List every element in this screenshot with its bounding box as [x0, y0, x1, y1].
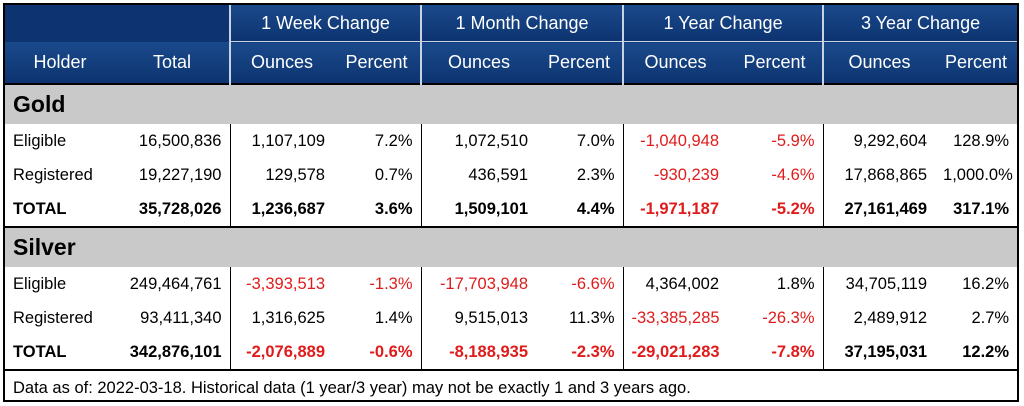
month-percent-cell: 4.4%	[576, 199, 615, 218]
holder-cell: Eligible	[13, 131, 67, 150]
week-percent-cell: 1.4%	[374, 308, 413, 327]
header-group-1-week: 1 Week Change	[228, 5, 422, 42]
table-row: Registered 19,227,190 129,578 0.7% 436,591 2.…	[5, 158, 1017, 192]
total-cell: 16,500,836	[138, 131, 222, 150]
header-blank	[5, 5, 230, 42]
3year-percent-cell: 2.7%	[971, 308, 1010, 327]
3year-ounces-cell: 9,292,604	[822, 124, 936, 158]
3year-ounces-cell: 37,195,031	[822, 335, 936, 370]
total-cell: 93,411,340	[140, 308, 222, 327]
comex-inventory-table-frame: 1 Week Change 1 Month Change 1 Year Chan…	[3, 3, 1019, 405]
holder-cell: Registered	[13, 308, 93, 327]
3year-ounces-cell: 27,161,469	[822, 192, 936, 227]
total-cell: 19,227,190	[138, 165, 222, 184]
month-ounces-cell: 9,515,013	[420, 301, 537, 335]
section-title: Gold	[5, 83, 1018, 124]
holder-cell: TOTAL	[13, 342, 67, 361]
week-ounces-cell: 1,316,625	[229, 301, 333, 335]
header-group-1-year: 1 Year Change	[622, 5, 824, 42]
footer-row: Data as of: 2022-03-18. Historical data …	[5, 369, 1018, 405]
year-ounces-cell: -1,971,187	[622, 192, 728, 227]
month-percent-cell: -2.3%	[571, 342, 615, 361]
week-ounces-cell: -2,076,889	[229, 335, 333, 370]
3year-ounces-cell: 2,489,912	[822, 301, 936, 335]
3year-percent-cell: 1,000.0%	[943, 165, 1013, 184]
3year-percent-cell: 12.2%	[962, 342, 1010, 361]
month-ounces-cell: 1,072,510	[420, 124, 537, 158]
month-percent-cell: -6.6%	[571, 274, 615, 293]
year-ounces-cell: -1,040,948	[622, 124, 728, 158]
table-row: Eligible 16,500,836 1,107,109 7.2% 1,072,510…	[5, 124, 1017, 158]
week-percent-cell: -0.6%	[369, 342, 413, 361]
week-percent-cell: 0.7%	[374, 165, 413, 184]
header-holder: Holder	[5, 41, 115, 84]
month-ounces-cell: -8,188,935	[420, 335, 537, 370]
header-total: Total	[115, 41, 230, 84]
header-column-row: Holder Total Ounces Percent Ounces Perce…	[5, 41, 1018, 84]
week-ounces-cell: 1,107,109	[229, 124, 333, 158]
total-cell: 35,728,026	[138, 199, 222, 218]
month-ounces-cell: 1,509,101	[420, 192, 537, 227]
week-percent-cell: -1.3%	[369, 274, 413, 293]
table-row: Eligible 249,464,761 -3,393,513 -1.3% -17,70…	[5, 267, 1017, 301]
year-percent-cell: 1.8%	[776, 274, 815, 293]
header-percent-3-year: Percent	[935, 41, 1018, 84]
header-group-row: 1 Week Change 1 Month Change 1 Year Chan…	[5, 5, 1018, 42]
table-row: Registered 93,411,340 1,316,625 1.4% 9,515,0…	[5, 301, 1017, 335]
section-row-gold: Gold	[5, 83, 1018, 124]
month-percent-cell: 7.0%	[576, 131, 615, 150]
header-percent-1-month: Percent	[536, 41, 624, 84]
week-percent-cell: 7.2%	[374, 131, 413, 150]
header-group-3-year: 3 Year Change	[822, 5, 1018, 42]
holder-cell: Registered	[13, 165, 93, 184]
header-percent-1-week: Percent	[333, 41, 422, 84]
section-title: Silver	[5, 226, 1018, 267]
footer-note: Data as of: 2022-03-18. Historical data …	[5, 369, 1018, 405]
total-cell: 342,876,101	[129, 342, 222, 361]
week-ounces-cell: 129,578	[229, 158, 333, 192]
header-ounces-3-year: Ounces	[822, 41, 936, 84]
year-ounces-cell: -33,385,285	[622, 301, 728, 335]
year-percent-cell: -7.8%	[771, 342, 815, 361]
month-percent-cell: 2.3%	[576, 165, 615, 184]
holder-cell: Eligible	[13, 274, 67, 293]
week-ounces-cell: -3,393,513	[229, 267, 333, 301]
month-ounces-cell: 436,591	[420, 158, 537, 192]
table-body: Gold Eligible 16,500,836 1,107,109 7.2% 1,072…	[5, 83, 1018, 370]
year-ounces-cell: -930,239	[622, 158, 728, 192]
year-percent-cell: -4.6%	[771, 165, 815, 184]
comex-inventory-table: 1 Week Change 1 Month Change 1 Year Chan…	[5, 5, 1018, 405]
header-ounces-1-month: Ounces	[420, 41, 537, 84]
table-row: TOTAL 342,876,101 -2,076,889 -0.6% -8,188,93…	[5, 335, 1017, 370]
month-percent-cell: 11.3%	[568, 308, 615, 327]
year-ounces-cell: 4,364,002	[622, 267, 728, 301]
3year-percent-cell: 317.1%	[953, 199, 1010, 218]
header-ounces-1-year: Ounces	[622, 41, 728, 84]
week-percent-cell: 3.6%	[374, 199, 413, 218]
month-ounces-cell: -17,703,948	[420, 267, 537, 301]
holder-cell: TOTAL	[13, 199, 67, 218]
section-row-silver: Silver	[5, 226, 1018, 267]
year-ounces-cell: -29,021,283	[622, 335, 728, 370]
header-group-1-month: 1 Month Change	[420, 5, 624, 42]
total-cell: 249,464,761	[129, 274, 222, 293]
header-percent-1-year: Percent	[727, 41, 824, 84]
3year-ounces-cell: 34,705,119	[822, 267, 936, 301]
year-percent-cell: -5.2%	[771, 199, 815, 218]
3year-percent-cell: 16.2%	[962, 274, 1010, 293]
3year-percent-cell: 128.9%	[953, 131, 1010, 150]
header-ounces-1-week: Ounces	[229, 41, 333, 84]
year-percent-cell: -26.3%	[762, 308, 815, 327]
year-percent-cell: -5.9%	[771, 131, 815, 150]
table-row: TOTAL 35,728,026 1,236,687 3.6% 1,509,101 4.4…	[5, 192, 1017, 227]
3year-ounces-cell: 17,868,865	[822, 158, 936, 192]
week-ounces-cell: 1,236,687	[229, 192, 333, 227]
